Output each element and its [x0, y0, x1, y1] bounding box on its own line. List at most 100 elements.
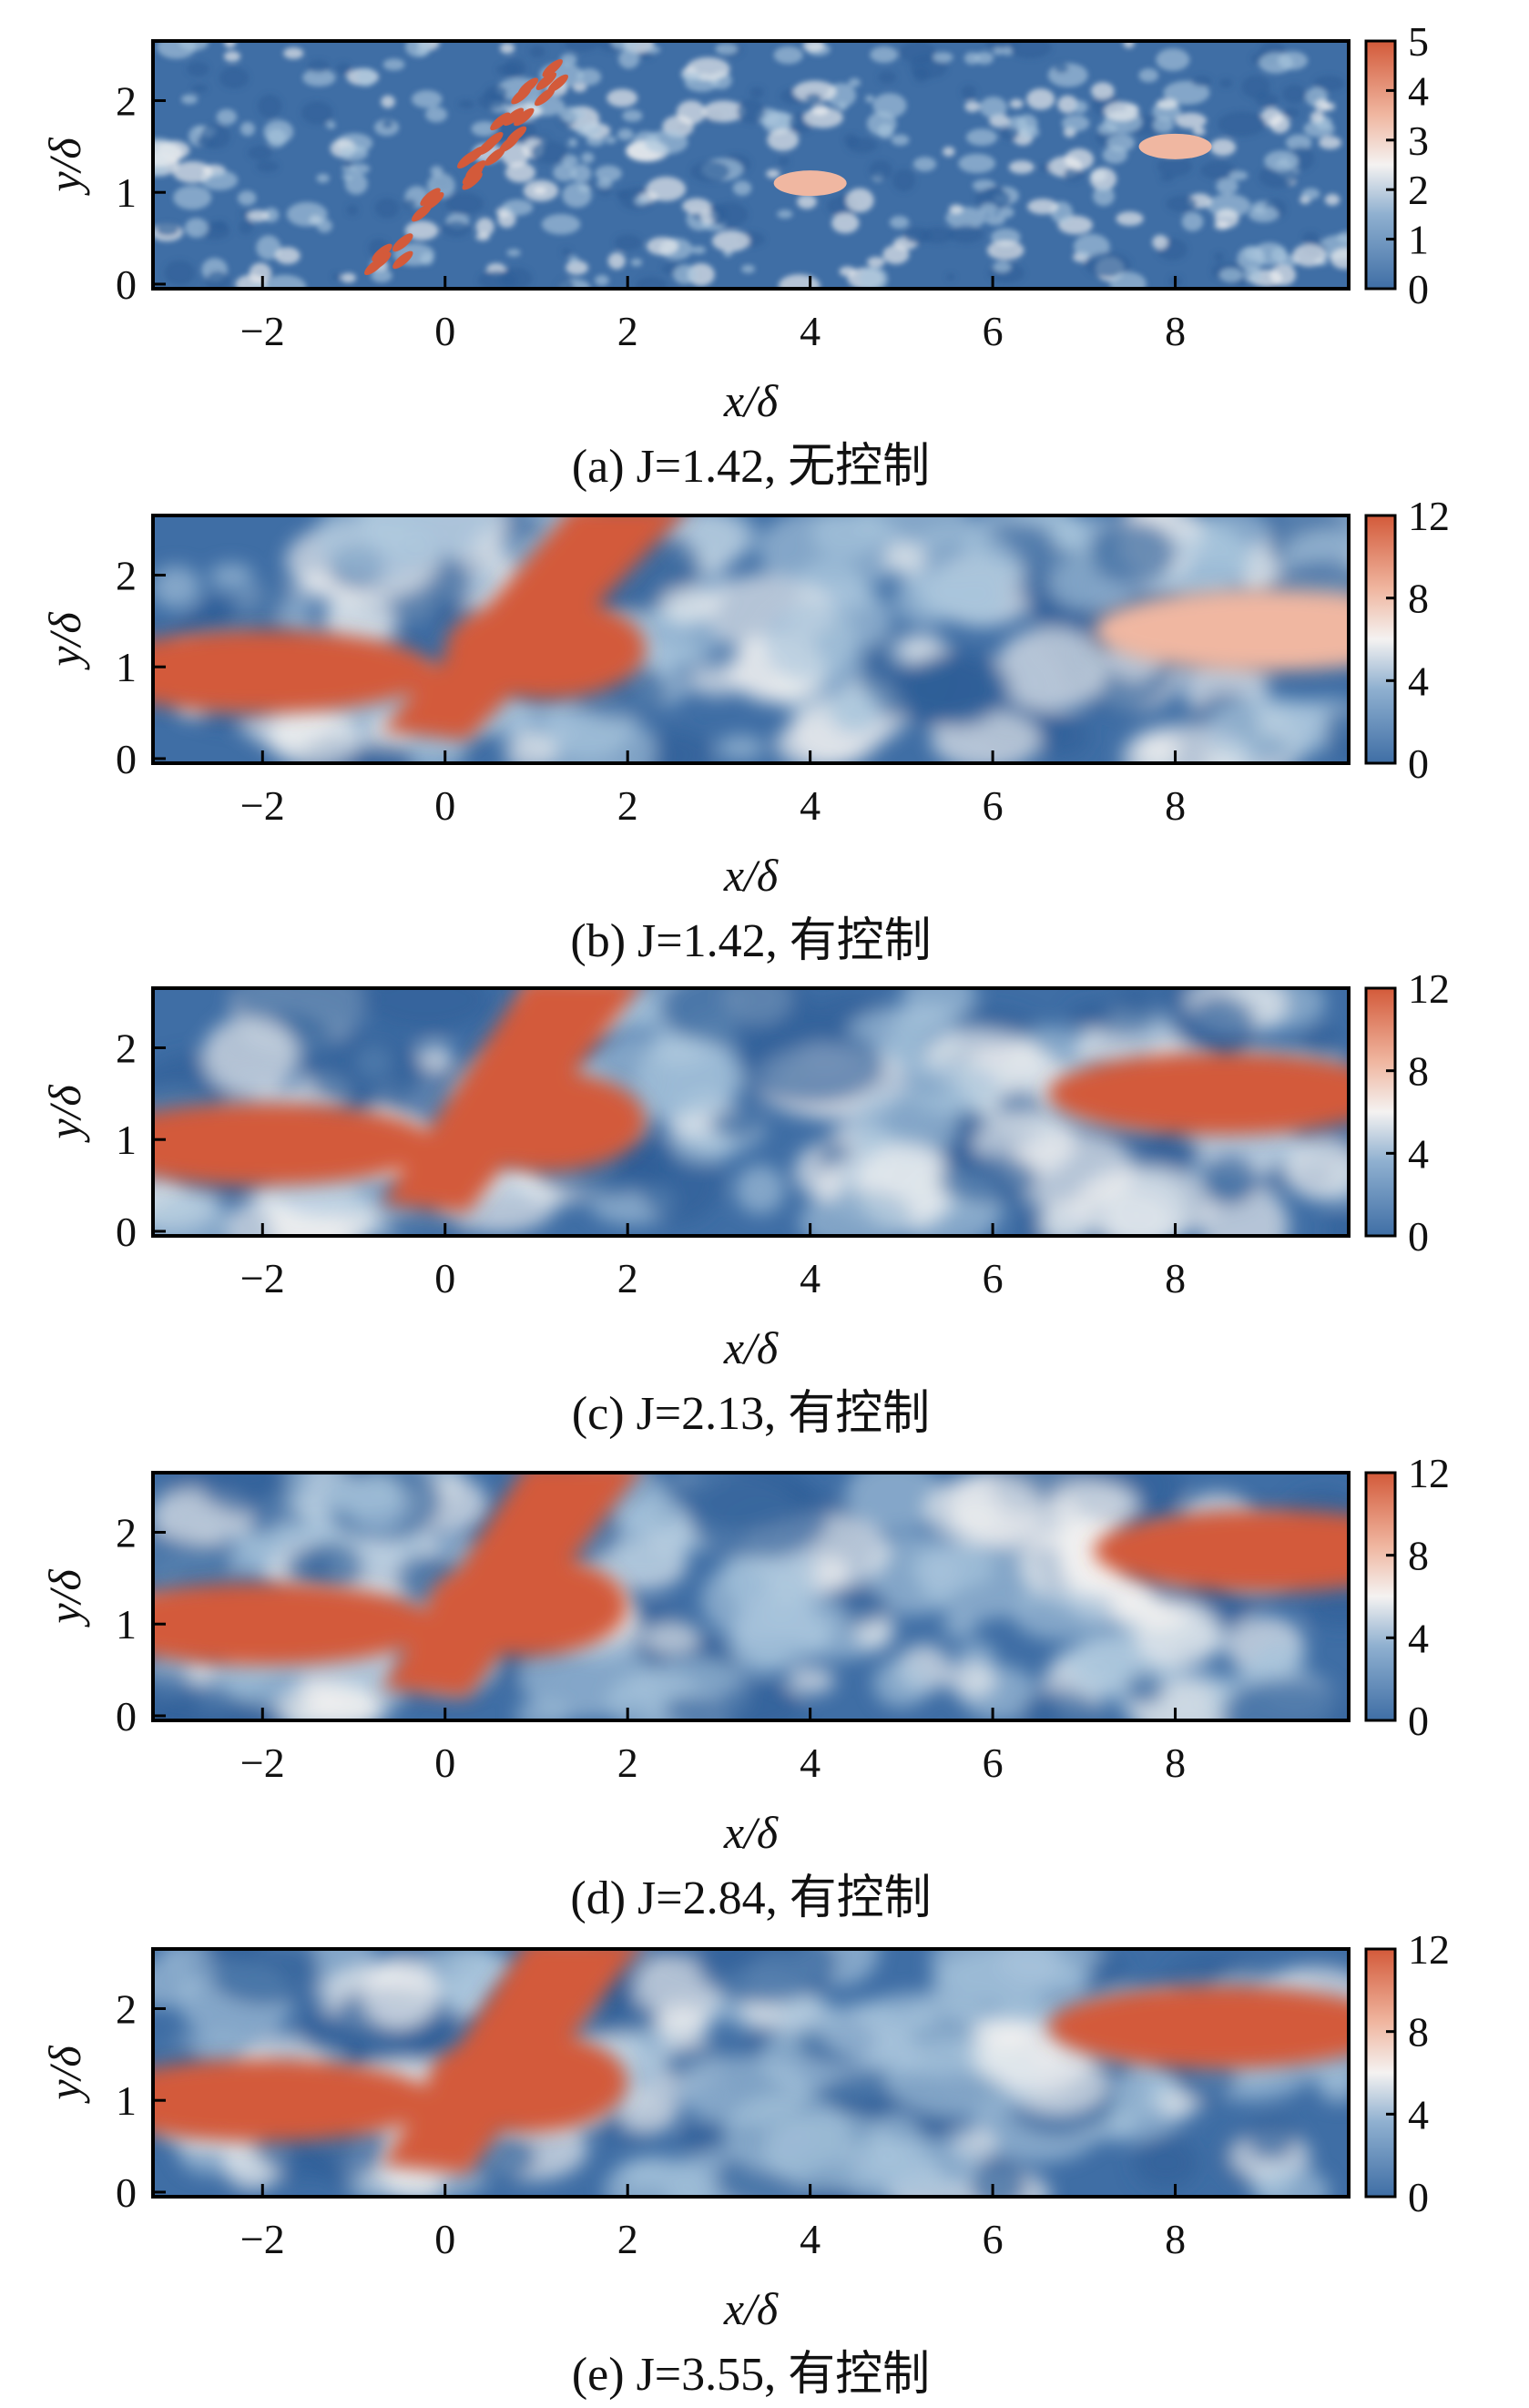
texture-blob [205, 270, 230, 289]
y-tick-label: 0 [116, 1209, 137, 1255]
texture-blob [1072, 100, 1088, 114]
y-tick-label: 2 [116, 552, 137, 598]
texture-blob [1315, 98, 1330, 112]
x-tick-label: −2 [240, 308, 285, 354]
texture-blob [662, 1695, 720, 1720]
texture-blob [560, 53, 577, 66]
texture-blob [964, 100, 981, 113]
texture-blob [184, 218, 209, 238]
texture-blob [821, 2002, 915, 2059]
heatmap-field [153, 1473, 1349, 1720]
texture-blob [1152, 234, 1168, 250]
texture-blob [710, 201, 749, 228]
jet-wake [426, 1556, 627, 1657]
texture-blob [173, 185, 212, 210]
texture-blob [506, 249, 521, 257]
texture-blob [256, 235, 281, 260]
texture-blob [1269, 264, 1297, 286]
texture-blob [1302, 231, 1320, 245]
texture-blob [202, 1015, 299, 1097]
texture-blob [605, 136, 617, 144]
texture-blob [607, 88, 638, 107]
texture-blob [564, 41, 600, 52]
texture-blob [961, 85, 977, 99]
texture-blob [634, 1955, 720, 2029]
y-tick-label: 2 [116, 1509, 137, 1556]
texture-blob [531, 140, 567, 164]
x-axis-label: x/δ [723, 2283, 779, 2334]
colorbar-tick-label: 8 [1408, 1533, 1429, 1579]
texture-blob [661, 988, 814, 1049]
texture-blob [576, 122, 602, 138]
texture-blob [502, 199, 534, 216]
jet-streak [547, 74, 568, 93]
texture-blob [636, 276, 668, 289]
texture-blob [716, 735, 766, 761]
jet-streak [535, 72, 557, 90]
texture-blob [1026, 88, 1055, 110]
texture-blob [541, 214, 581, 235]
texture-blob [178, 41, 209, 51]
texture-blob [1324, 1214, 1349, 1236]
texture-blob [153, 1193, 234, 1236]
texture-blob [1299, 1025, 1343, 1058]
texture-blob [216, 108, 238, 125]
texture-blob [871, 2113, 922, 2164]
x-tick-label: −2 [240, 782, 285, 829]
texture-blob [1190, 75, 1212, 87]
y-tick-label: 0 [116, 736, 137, 782]
y-tick-label: 1 [116, 644, 137, 690]
texture-blob [1200, 160, 1237, 180]
texture-blob [921, 227, 953, 244]
texture-blob [923, 1474, 1045, 1547]
jet-streak [420, 188, 441, 206]
texture-blob [371, 269, 392, 283]
texture-blob [979, 97, 1007, 118]
y-tick-label: 1 [116, 1117, 137, 1163]
y-axis-label: y/δ [39, 612, 90, 671]
texture-blob [942, 1613, 979, 1639]
texture-blob [1027, 199, 1059, 215]
texture-blob [404, 220, 439, 240]
texture-blob [882, 542, 927, 576]
texture-blob [1254, 2167, 1330, 2197]
texture-blob [314, 1691, 386, 1720]
texture-blob [715, 43, 739, 56]
texture-blob [1064, 167, 1084, 182]
texture-blob [1323, 709, 1349, 755]
texture-blob [620, 2159, 672, 2189]
colorbar-tick-label: 4 [1408, 2091, 1429, 2138]
texture-blob [1184, 995, 1258, 1060]
texture-blob [596, 178, 613, 189]
y-tick-label: 1 [116, 2077, 137, 2124]
texture-blob [1213, 251, 1224, 262]
texture-blob [802, 41, 825, 52]
high-region [153, 1583, 436, 1666]
texture-blob [677, 2056, 809, 2126]
x-axis-label: x/δ [723, 1322, 779, 1373]
y-tick-label: 2 [116, 1025, 137, 1071]
jet-streak [464, 146, 485, 165]
texture-blob [965, 128, 998, 146]
texture-blob [212, 219, 228, 231]
texture-blob [251, 586, 291, 615]
jet-streak [372, 243, 392, 262]
texture-blob [240, 121, 255, 137]
texture-blob [994, 627, 1108, 711]
texture-blob [567, 138, 578, 148]
texture-blob [767, 128, 800, 151]
jet-wake [444, 598, 646, 699]
x-tick-label: 8 [1165, 1255, 1186, 1301]
texture-blob [198, 597, 236, 629]
x-tick-label: 0 [434, 308, 455, 354]
texture-blob [651, 638, 702, 670]
texture-blob [1181, 211, 1204, 231]
texture-blob [326, 120, 336, 129]
texture-blob [1012, 1589, 1110, 1640]
texture-blob [1269, 114, 1290, 134]
texture-blob [1091, 82, 1115, 100]
high-region [773, 170, 847, 197]
texture-blob [469, 572, 505, 599]
texture-blob [811, 104, 829, 116]
